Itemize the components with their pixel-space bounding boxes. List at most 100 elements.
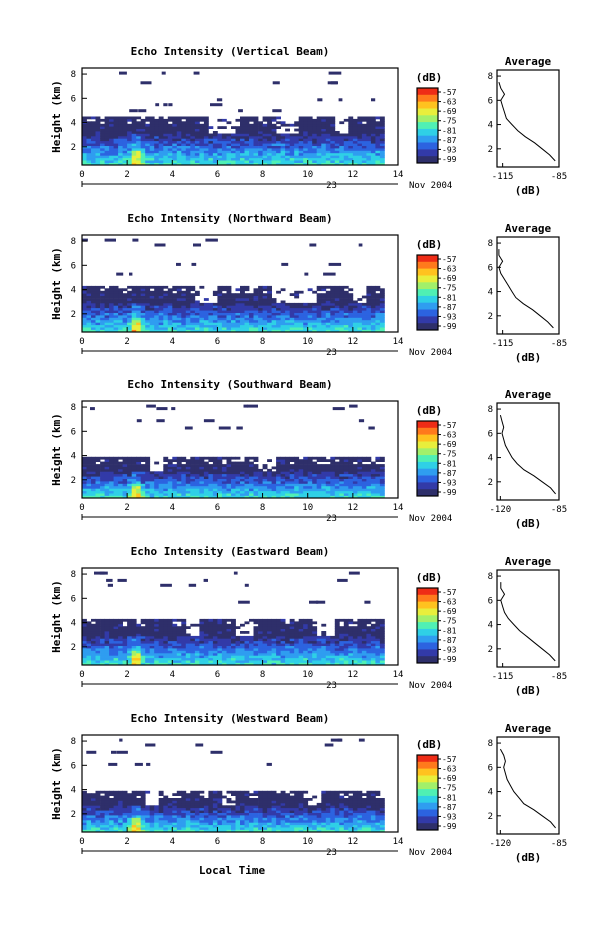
heatmap-cell — [95, 160, 101, 163]
heatmap-cell — [86, 288, 92, 292]
heatmap-cell — [212, 461, 218, 465]
heatmap-cell — [104, 648, 110, 651]
x-tick-label: 10 — [302, 670, 313, 680]
heatmap-cell — [267, 459, 272, 462]
heatmap-cell — [316, 468, 322, 472]
heatmap-cell — [361, 471, 367, 475]
heatmap-cell — [321, 305, 327, 309]
heatmap-cell — [226, 643, 232, 646]
heatmap-cell — [366, 319, 372, 323]
heatmap-cell — [267, 481, 272, 484]
heatmap-cell — [253, 618, 259, 622]
heatmap-cell — [127, 476, 132, 479]
heatmap-cell — [253, 295, 259, 299]
heatmap-cell — [325, 295, 331, 299]
heatmap-cell — [127, 662, 132, 666]
heatmap-cell — [294, 143, 300, 146]
heatmap-cell — [176, 495, 182, 499]
heatmap-cell — [100, 118, 105, 122]
heatmap-cell — [194, 312, 200, 316]
heatmap-cell — [240, 652, 245, 656]
heatmap-cell — [352, 626, 358, 629]
heatmap-cell — [131, 285, 137, 289]
heatmap-cell — [352, 135, 358, 139]
heatmap-cell — [303, 121, 309, 125]
heatmap-cell — [145, 123, 151, 127]
heatmap-cell — [379, 655, 385, 659]
heatmap-cell — [375, 317, 381, 321]
heatmap-cell — [149, 140, 155, 144]
heatmap-cell — [285, 148, 290, 151]
heatmap-cell — [249, 490, 254, 494]
heatmap-cell — [91, 293, 96, 296]
heatmap-cell — [303, 464, 309, 467]
heatmap-cell — [199, 633, 205, 637]
heatmap-cell — [352, 657, 358, 661]
heatmap-cell — [258, 295, 263, 299]
heatmap-cell — [370, 657, 376, 661]
heatmap-cell — [176, 140, 182, 144]
heatmap-cell — [343, 138, 349, 142]
heatmap-cell — [136, 652, 142, 656]
heatmap-cell — [212, 140, 218, 144]
heatmap-cell — [289, 662, 295, 666]
heatmap-cell — [154, 618, 160, 622]
heatmap-cell — [258, 288, 263, 292]
heatmap-cell — [163, 121, 169, 125]
heatmap-cell — [208, 148, 214, 151]
heatmap-cell — [330, 652, 336, 656]
heatmap-cell — [82, 324, 87, 328]
heatmap-cell — [217, 466, 223, 470]
colorbar-unit: (dB) — [416, 404, 443, 417]
heatmap-cell — [136, 140, 142, 144]
profile-title: Average — [505, 388, 552, 401]
heatmap-cell — [262, 322, 268, 326]
heatmap-cell — [316, 128, 322, 132]
heatmap-cell — [312, 317, 318, 321]
heatmap-cell — [375, 660, 381, 663]
heatmap-cell — [231, 293, 236, 296]
heatmap-cell — [113, 157, 119, 161]
heatmap-cell — [231, 145, 236, 149]
heatmap-cell — [95, 298, 101, 301]
heatmap-cell — [276, 635, 281, 639]
heatmap-cell — [136, 148, 142, 151]
heatmap-cell — [370, 288, 376, 292]
heatmap-cell — [294, 476, 300, 479]
heatmap-cell — [154, 133, 160, 137]
heatmap-cell — [190, 143, 196, 146]
heatmap-cell — [343, 461, 349, 465]
heatmap-cell — [366, 116, 372, 120]
heatmap-cell — [100, 324, 105, 328]
heatmap-cell — [358, 419, 365, 423]
heatmap-cell — [298, 121, 304, 125]
heatmap-cell — [82, 657, 87, 661]
heatmap-cell — [352, 633, 358, 637]
heatmap-cell — [154, 631, 160, 634]
heatmap-cell — [379, 317, 385, 321]
heatmap-cell — [172, 128, 178, 132]
heatmap-cell — [307, 635, 313, 639]
heatmap-cell — [194, 116, 200, 120]
heatmap-cell — [154, 300, 160, 304]
heatmap-cell — [334, 493, 340, 496]
heatmap-cell — [113, 126, 119, 129]
heatmap-cell — [221, 155, 227, 159]
heatmap-cell — [312, 490, 318, 494]
heatmap-cell — [357, 456, 363, 460]
heatmap-cell — [280, 140, 286, 144]
heatmap-cell — [172, 635, 178, 639]
heatmap-cell — [212, 633, 218, 637]
heatmap-cell — [312, 466, 318, 470]
heatmap-cell — [280, 468, 286, 472]
heatmap-cell — [321, 145, 327, 149]
heatmap-cell — [321, 635, 327, 639]
heatmap-cell — [258, 290, 263, 294]
heatmap-cell — [221, 126, 227, 129]
heatmap-cell — [348, 145, 354, 149]
heatmap-cell — [158, 660, 164, 663]
heatmap-cell — [298, 466, 304, 470]
heatmap-cell — [334, 319, 340, 323]
heatmap-cell — [185, 116, 191, 120]
heatmap-cell — [158, 131, 164, 134]
